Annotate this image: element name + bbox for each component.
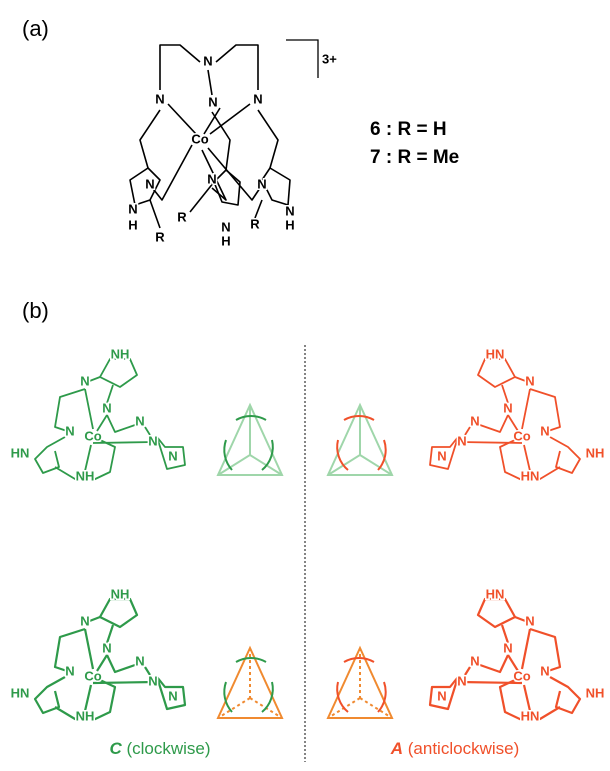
atom-label: N: [208, 94, 217, 109]
molecule: [430, 599, 580, 721]
bond: [35, 677, 65, 713]
bond: [550, 677, 580, 713]
atom-label: N: [203, 53, 212, 68]
atom-label: N: [168, 688, 177, 703]
caption-letter: C: [109, 739, 122, 758]
caption-letter: A: [390, 739, 403, 758]
atom-label: HN: [11, 685, 30, 700]
bond: [85, 445, 91, 471]
atom-label: H: [128, 217, 137, 232]
atom-label: N: [503, 640, 512, 655]
atom-label: N: [168, 448, 177, 463]
atom-label: N: [470, 413, 479, 428]
atom-label: N: [253, 91, 262, 106]
atom-label: N: [145, 176, 154, 191]
atom-label: R: [250, 216, 260, 231]
atom-label: R: [177, 209, 187, 224]
bond: [91, 440, 115, 481]
atom-label: N: [525, 373, 534, 388]
atom-label: N: [135, 413, 144, 428]
atom-label: N: [65, 663, 74, 678]
bond: [478, 359, 515, 387]
bond: [107, 655, 135, 672]
bond: [522, 389, 530, 429]
atom-label: NH: [111, 346, 130, 361]
bond: [107, 415, 135, 432]
atom-label: N: [437, 688, 446, 703]
atom-label: N: [457, 673, 466, 688]
atom-label: N: [457, 433, 466, 448]
atom-label: N: [155, 91, 164, 106]
atom-label: N: [540, 663, 549, 678]
atom-label: NH: [76, 708, 95, 723]
bond: [550, 437, 580, 473]
atom-label: Co: [84, 428, 101, 443]
bond: [478, 599, 515, 627]
atom-label: N: [257, 176, 266, 191]
atom-label: N: [437, 448, 446, 463]
bond: [91, 680, 115, 721]
bond: [522, 629, 530, 669]
atom-label: N: [135, 653, 144, 668]
atom-label: N: [65, 423, 74, 438]
structure-a-bonds: [130, 45, 290, 228]
bond: [524, 445, 530, 471]
molecule: [35, 359, 185, 481]
atom-label: N: [102, 640, 111, 655]
caption: C (clockwise): [109, 739, 210, 758]
atom-label: N: [503, 400, 512, 415]
atom-label: N: [148, 433, 157, 448]
bond: [93, 442, 155, 443]
atom-label: NH: [111, 586, 130, 601]
atom-label: HN: [486, 586, 505, 601]
atom-label: N: [128, 201, 137, 216]
atom-label: N: [470, 653, 479, 668]
atom-label: N: [102, 400, 111, 415]
charge: 3+: [322, 51, 337, 66]
atom-label: NH: [586, 685, 605, 700]
atom-label: HN: [521, 708, 540, 723]
caption: A (anticlockwise): [390, 739, 520, 758]
compound-label: 6 : R = H: [370, 119, 447, 140]
bond: [85, 685, 91, 711]
compound-label: 7 : R = Me: [370, 147, 459, 168]
bond: [100, 359, 137, 387]
bond: [85, 389, 93, 429]
caption-text: (clockwise): [126, 739, 210, 758]
molecule: [35, 599, 185, 721]
atom-label: HN: [486, 346, 505, 361]
atom-label: HN: [11, 445, 30, 460]
atom-label: R: [155, 229, 165, 244]
atom-label: N: [525, 613, 534, 628]
figure: (a) (b) 3+ 6 : R = H 7 : R = Me C (clock…: [0, 0, 610, 771]
bond: [85, 629, 93, 669]
atom-label: H: [285, 217, 294, 232]
atom-label: N: [207, 171, 216, 186]
atom-label: N: [148, 673, 157, 688]
caption-text: (anticlockwise): [408, 739, 519, 758]
atom-label: N: [80, 373, 89, 388]
atom-label: Co: [513, 668, 530, 683]
bond: [524, 685, 530, 711]
bond: [100, 599, 137, 627]
atom-label: NH: [586, 445, 605, 460]
bond: [35, 437, 65, 473]
atom-label: NH: [76, 468, 95, 483]
atom-label: H: [221, 233, 230, 248]
molecule: [430, 359, 580, 481]
panel-label: (a): [22, 16, 49, 41]
bond: [480, 415, 508, 432]
atom-label: Co: [513, 428, 530, 443]
charge-bracket: [286, 40, 318, 78]
atom-label: HN: [521, 468, 540, 483]
atom-label: N: [80, 613, 89, 628]
atom-label: Co: [84, 668, 101, 683]
panel-label: (b): [22, 298, 49, 323]
atom-label: N: [221, 219, 230, 234]
atom-label: N: [285, 203, 294, 218]
atom-label: Co: [191, 131, 208, 146]
atom-label: N: [540, 423, 549, 438]
bond: [480, 655, 508, 672]
